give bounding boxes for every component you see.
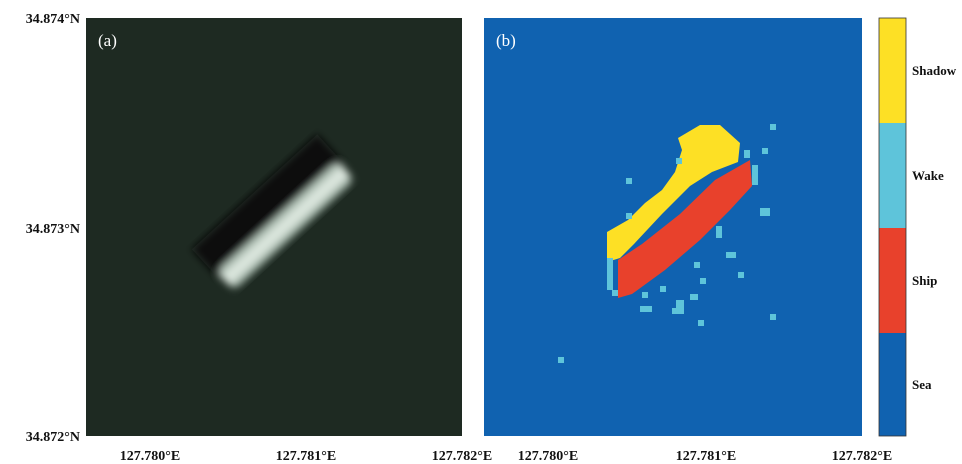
- legend-label: Ship: [912, 273, 937, 288]
- x-tick-label: 127.781°E: [676, 449, 736, 464]
- panel-b: (b): [484, 18, 862, 436]
- x-tick-label: 127.780°E: [518, 449, 578, 464]
- x-tick-label: 127.782°E: [832, 449, 892, 464]
- panel-label: (a): [98, 31, 117, 50]
- y-tick-label: 34.872°N: [26, 430, 80, 445]
- y-tick-label: 34.873°N: [26, 222, 80, 237]
- legend-label: Wake: [912, 168, 944, 183]
- legend-colorbar: Shadow Wake Ship Sea: [879, 18, 957, 436]
- x-tick-label: 127.781°E: [276, 449, 336, 464]
- legend-swatch: [879, 123, 906, 228]
- y-tick-label: 34.874°N: [26, 12, 80, 27]
- page: {"panels":[{"label":"(a)","x_ticks":["12…: [0, 0, 962, 464]
- legend-swatch: [879, 333, 906, 436]
- x-tick-label: 127.782°E: [432, 449, 492, 464]
- panel-label: (b): [496, 31, 516, 50]
- legend-swatch: [879, 228, 906, 333]
- figure: (a) (b) Shadow Wake Ship Sea 34.874°N 34…: [0, 0, 962, 464]
- panel-a: (a): [86, 18, 462, 436]
- legend-label: Sea: [912, 377, 932, 392]
- legend-swatch: [879, 18, 906, 123]
- x-tick-label: 127.780°E: [120, 449, 180, 464]
- legend-label: Shadow: [912, 63, 957, 78]
